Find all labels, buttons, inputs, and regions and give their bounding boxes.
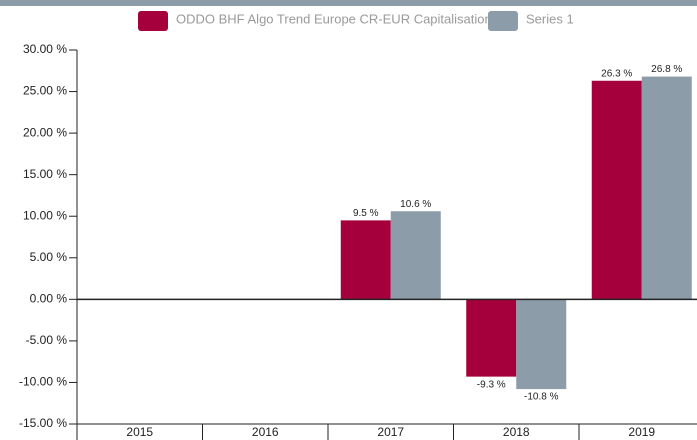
bar	[390, 211, 441, 300]
y-tick-label: 25.00 %	[23, 84, 67, 98]
value-label: -10.8 %	[524, 392, 559, 403]
x-tick-label: 2019	[628, 425, 655, 439]
y-tick-label: 15.00 %	[23, 167, 67, 181]
bar	[641, 76, 692, 300]
bar	[340, 220, 391, 300]
x-tick-label: 2016	[252, 425, 279, 439]
x-tick-label: 2015	[126, 425, 153, 439]
legend-label: ODDO BHF Algo Trend Europe CR-EUR Capita…	[176, 11, 492, 26]
legend-swatch	[488, 11, 518, 31]
y-tick-label: -15.00 %	[19, 416, 67, 430]
x-tick-label: 2018	[503, 425, 530, 439]
bar	[466, 299, 517, 377]
legend-swatch	[138, 11, 168, 31]
top-bar	[0, 0, 697, 6]
value-label: 26.3 %	[601, 68, 632, 79]
y-tick-label: 5.00 %	[30, 250, 68, 264]
y-tick-label: 30.00 %	[23, 42, 67, 56]
y-tick-label: 0.00 %	[30, 292, 68, 306]
y-tick-label: 20.00 %	[23, 125, 67, 139]
value-label: 26.8 %	[651, 64, 682, 75]
value-label: -9.3 %	[477, 379, 506, 390]
y-tick-label: 10.00 %	[23, 208, 67, 222]
legend-label: Series 1	[526, 11, 574, 26]
y-tick-label: -10.00 %	[19, 375, 67, 389]
value-label: 9.5 %	[353, 208, 379, 219]
bar	[591, 80, 642, 300]
y-tick-label: -5.00 %	[26, 333, 68, 347]
value-label: 10.6 %	[400, 199, 431, 210]
bar	[516, 299, 567, 390]
x-tick-label: 2017	[377, 425, 404, 439]
